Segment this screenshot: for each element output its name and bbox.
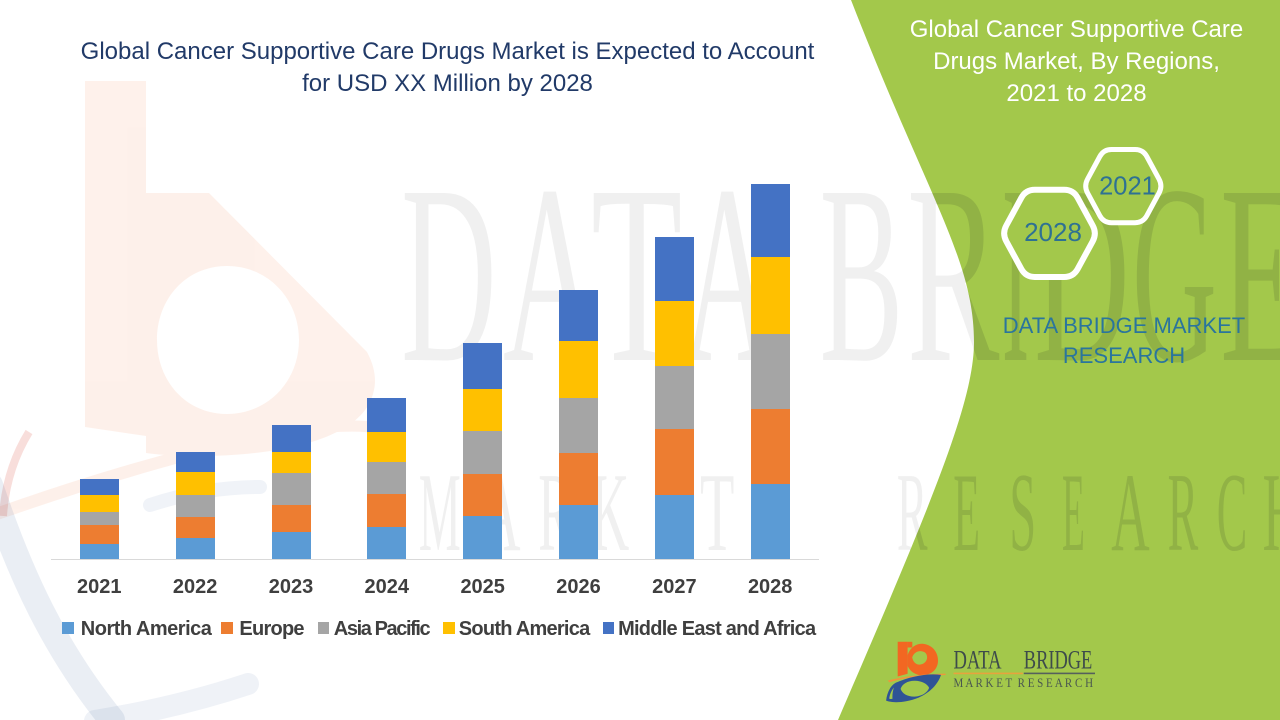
svg-text:2021: 2021 (1099, 173, 1156, 201)
svg-text:2028: 2028 (1024, 217, 1082, 247)
svg-text:M A R K E T R E S E A R C H: M A R K E T R E S E A R C H (954, 675, 1094, 690)
svg-text:BRIDGE: BRIDGE (1024, 646, 1093, 675)
svg-text:DATA: DATA (954, 646, 1002, 675)
